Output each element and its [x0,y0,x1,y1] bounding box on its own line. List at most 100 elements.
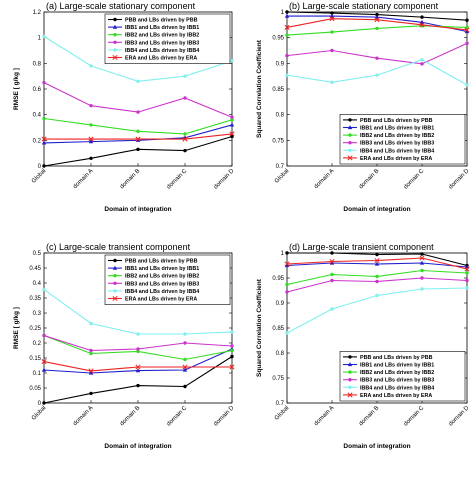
data-point [88,139,94,144]
y-tick-label: 1 [38,36,42,42]
series-0 [285,10,469,22]
x-axis-label: Domain of integration [104,443,171,450]
legend-entry: IBB2 and LBs driven by IBB2 [343,133,434,139]
data-point-stroke-b [41,136,47,142]
series-4 [285,58,469,87]
data-point [230,344,234,348]
legend-swatch-marker [112,295,118,302]
x-tick-label: Global [274,405,291,422]
data-point [89,156,93,160]
x-tick-label: domain D [213,405,236,428]
data-point [284,13,290,18]
data-point [183,96,187,100]
data-point-stroke-b [284,24,290,30]
x-tick-label: domain B [119,405,141,427]
x-tick-label: domain B [358,168,380,190]
chart-title: (b) Large-scale stationary component [289,1,439,11]
legend-label: IBB1 and LBs driven by IBB1 [125,266,199,272]
data-point [330,80,334,85]
data-point [230,348,234,353]
y-tick-label: 0.35 [29,296,41,302]
series-4 [285,286,469,335]
data-point [375,73,379,77]
x-tick-label: domain D [448,168,471,191]
data-point [89,348,93,353]
data-point [375,252,379,257]
data-point [135,136,141,142]
chart-title: (a) Large-scale stationary component [46,1,196,11]
y-tick-label: 0.3 [33,311,42,317]
data-point [136,349,140,354]
legend-box [339,351,466,402]
legend-swatch-marker [348,118,352,122]
legend-label: PBB and LBs driven by PBB [125,18,198,24]
legend-label: PBB and LBs driven by PBB [125,259,198,265]
data-point [183,148,187,153]
series-0 [42,354,234,405]
data-point [419,255,425,261]
data-point [136,129,140,134]
legend-swatch-marker [348,355,352,359]
data-point [330,11,334,15]
data-point [182,136,188,142]
data-point-stroke-b [182,136,188,142]
legend-label: IBB1 and LBs driven by IBB1 [360,126,434,132]
legend-entry: IBB2 and LBs driven by IBB2 [108,274,199,280]
data-point [42,34,46,39]
legend-swatch-marker [112,54,118,61]
x-tick-label: domain C [166,168,189,191]
data-point [465,83,469,87]
data-point [464,266,470,272]
data-point [419,19,425,24]
legend-label: ERA and LBs driven by ERA [125,297,197,303]
data-point [89,123,93,127]
legend-swatch-marker [113,48,117,52]
y-tick-label: 1 [281,251,285,257]
data-point [465,41,469,46]
y-tick-label: 0.95 [272,276,284,282]
data-point [330,48,334,53]
legend-label: IBB4 and LBs driven by IBB4 [360,385,434,391]
legend-swatch-marker [348,148,352,152]
data-point [420,287,424,291]
y-tick-label: 0.7 [276,164,285,170]
data-point [230,134,234,139]
x-tick-label: domain A [313,168,335,190]
x-tick-label: domain A [72,405,94,427]
data-point-stroke-b [284,261,290,267]
data-point [136,79,140,84]
series-0 [42,134,234,168]
y-tick-label: 0.75 [272,138,284,144]
legend-label: IBB3 and LBs driven by IBB3 [125,281,199,287]
x-tick-label: domain A [72,168,94,190]
panel-c: (c) Large-scale transient component 0 0.05… [13,242,236,450]
data-point [330,307,334,311]
legend-box [339,114,466,165]
x-tick-label: domain D [213,168,236,191]
data-point [330,278,334,283]
legend-entry: IBB4 and LBs driven by IBB4 [343,148,434,154]
legend-swatch-marker [348,378,352,382]
series-3 [42,80,234,119]
data-point [41,367,47,372]
y-tick-label: 0 [38,401,42,407]
data-point [42,333,46,338]
data-point [375,279,379,284]
data-point [88,370,94,375]
data-point [329,13,335,18]
data-point [284,263,290,268]
legend-swatch-marker [347,362,353,367]
legend-entry: IBB1 and LBs driven by IBB1 [343,362,434,369]
data-point [420,62,424,66]
legend-entry: PBB and LBs driven by PBB [343,355,433,361]
series-2 [285,24,469,37]
data-point [89,64,93,68]
panel-d: (d) Large-scale transient component 0.7 0.… [256,242,471,450]
y-axis-label: Squared Correlation Coefficient [256,278,263,377]
series-4 [42,34,234,84]
data-point [41,359,47,365]
data-point [284,24,290,30]
legend-swatch-marker-stroke-b [112,54,118,61]
